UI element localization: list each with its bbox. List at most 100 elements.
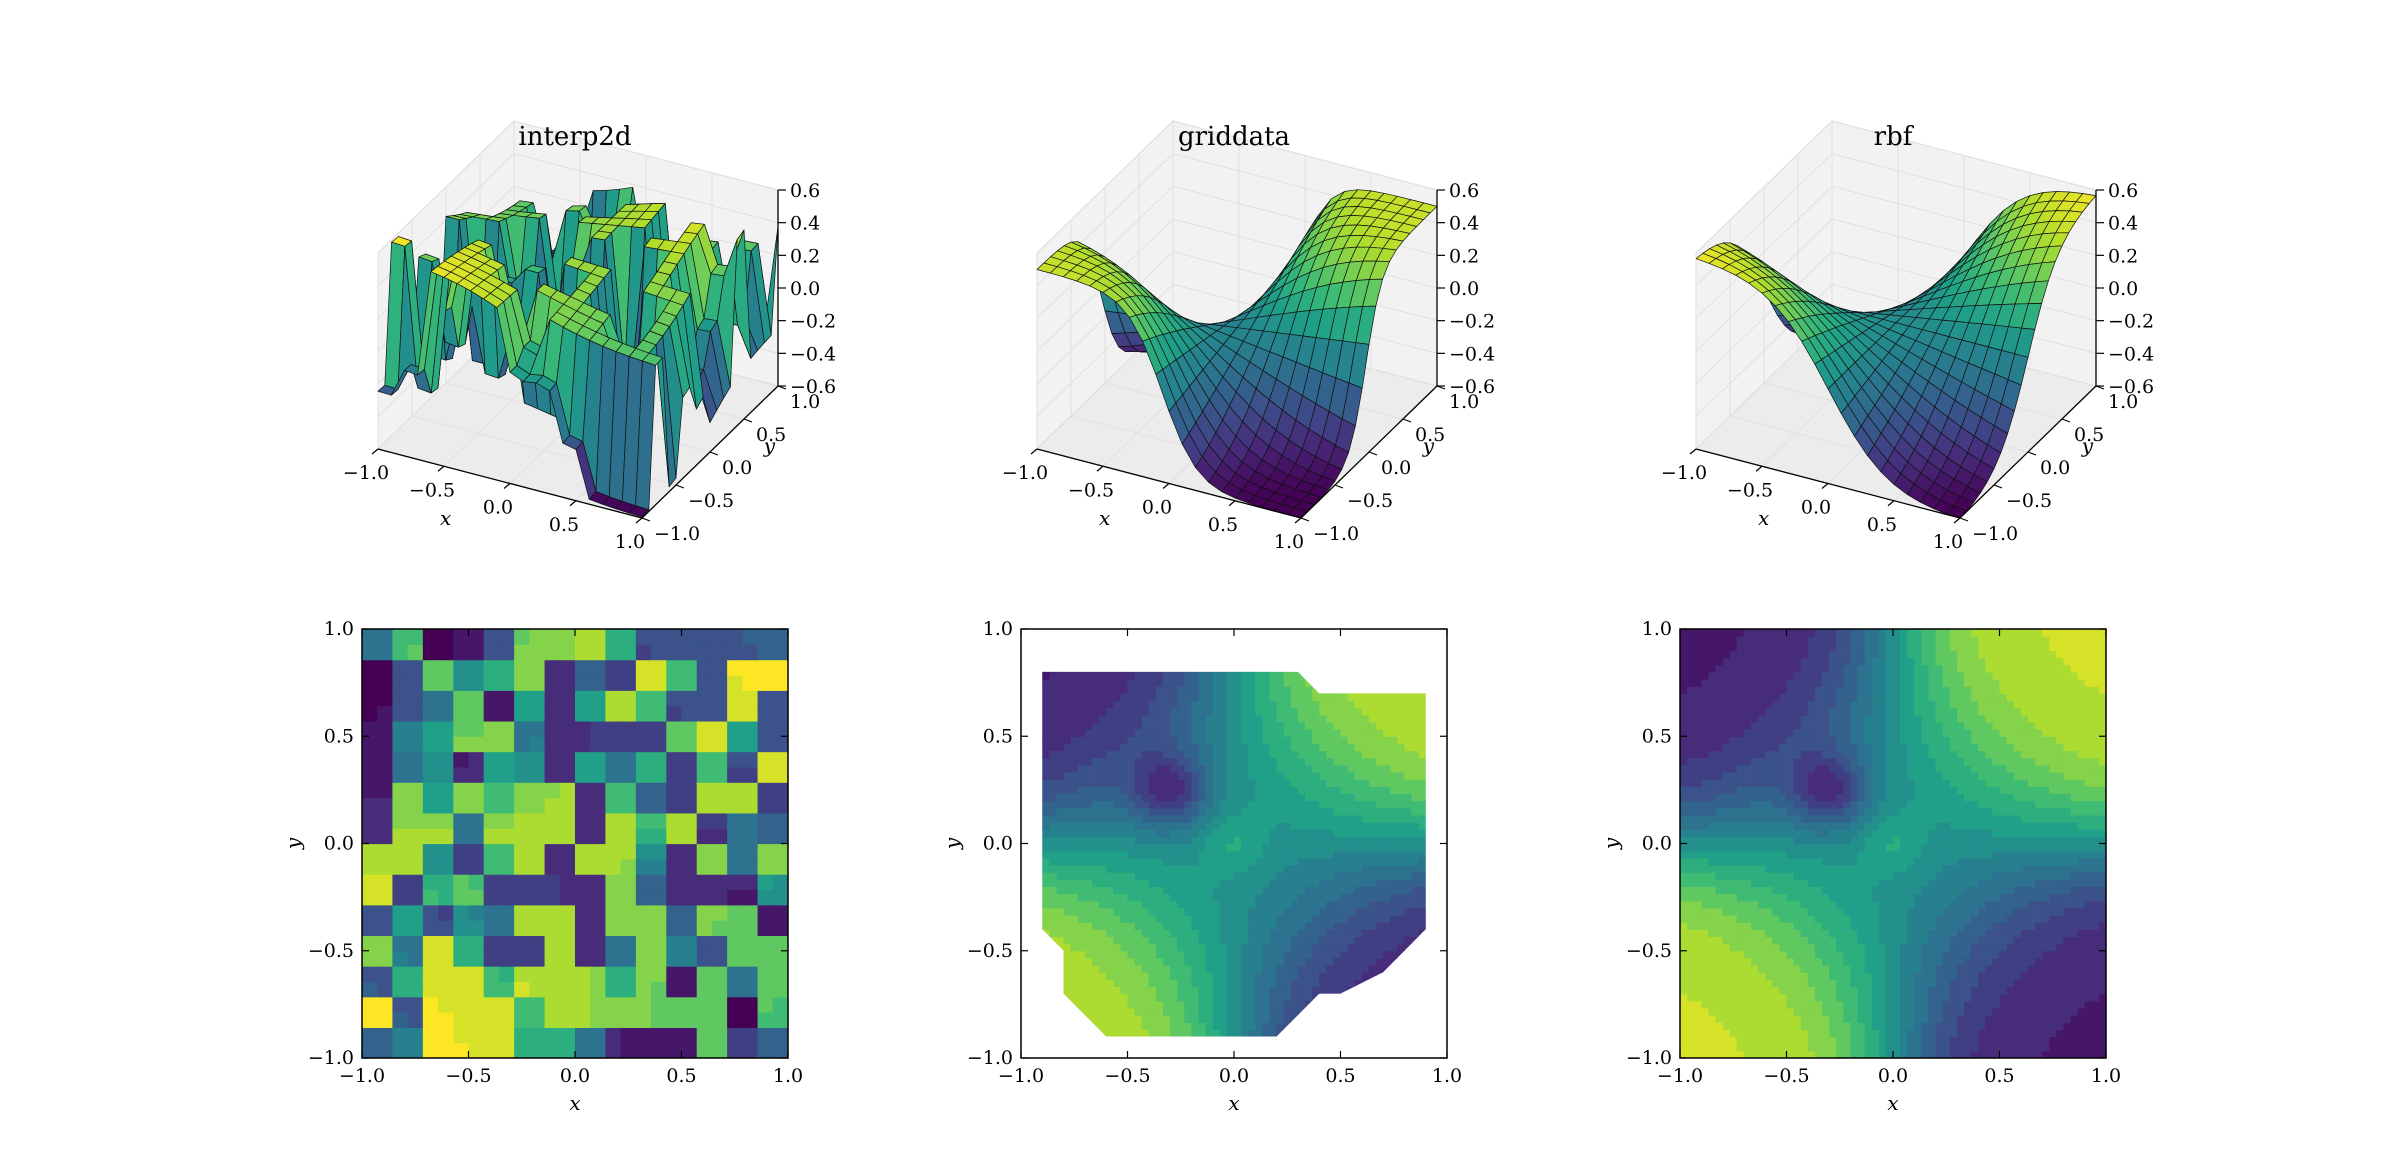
y-tick-label: −1.0 (1972, 523, 2018, 545)
z-tick-label: −0.2 (1449, 311, 1495, 333)
surface-mesh (1695, 191, 2097, 519)
panel-title: griddata (1178, 122, 1290, 152)
surface-panel-2: −1.0−1.0−0.5 −0.50.00.00.50.51.01.0−0.6−0… (1002, 119, 1495, 553)
z-tick-label: −0.6 (2108, 376, 2154, 398)
y-tick-label: −1.0 (967, 1047, 1013, 1069)
z-tick-label: 0.4 (790, 213, 820, 235)
x-tick-label: 0.5 (549, 514, 579, 536)
y-tick-label: 0.5 (1415, 424, 1445, 446)
y-tick-label: −0.5 (2006, 490, 2052, 512)
x-tick-label: 1.0 (615, 531, 645, 553)
y-tick-label: 1.0 (324, 618, 354, 640)
z-tick-label: −0.2 (2108, 311, 2154, 333)
x-tick-label: 0.5 (1325, 1065, 1355, 1087)
y-tick-label: −0.5 (688, 490, 734, 512)
x-tick-label: −0.5 (445, 1065, 491, 1087)
x-tick-label: −1.0 (339, 1065, 385, 1087)
surface-mesh (377, 186, 779, 518)
surface-panel-3: −1.0−1.0−0.5 −0.50.00.00.50.51.01.0−0.6−0… (1661, 119, 2154, 553)
x-tick-label: −0.5 (409, 479, 455, 501)
x-tick-label: 1.0 (1274, 531, 1304, 553)
contour-fill (1680, 629, 2106, 1058)
z-tick-label: −0.4 (1449, 343, 1495, 365)
x-axis-label: x (1228, 1091, 1239, 1115)
y-tick-label: 0.0 (722, 457, 752, 479)
x-tick-label: 0.0 (1142, 497, 1172, 519)
z-tick-label: −0.6 (790, 376, 836, 398)
y-tick-label: 0.0 (1381, 457, 1411, 479)
x-tick-label: 1.0 (2091, 1065, 2121, 1087)
y-axis-label: y (940, 837, 964, 850)
y-tick-label: 1.0 (1449, 391, 1479, 413)
x-tick-label: −1.0 (998, 1065, 1044, 1087)
y-axis-label: y (763, 434, 776, 458)
z-tick-label: 0.6 (790, 180, 820, 202)
y-tick-label: 0.0 (983, 833, 1013, 855)
y-tick-label: 1.0 (2108, 391, 2138, 413)
x-tick-label: −0.5 (1104, 1065, 1150, 1087)
x-tick-label: 1.0 (773, 1065, 803, 1087)
y-axis-label: y (281, 837, 305, 850)
y-tick-label: −0.5 (308, 940, 354, 962)
y-axis-label: y (2081, 434, 2094, 458)
y-tick-label: 0.0 (1642, 833, 1672, 855)
contour-panel-2: −1.0−1.0 −0.5 −0.5 0.0 0.0 0.5 0.5 1.0 1.0 x y (940, 618, 1462, 1115)
x-tick-label: −1.0 (1002, 462, 1048, 484)
y-tick-label: −0.5 (1626, 940, 1672, 962)
y-tick-label: 0.0 (324, 833, 354, 855)
z-tick-label: 0.0 (1449, 278, 1479, 300)
x-tick-label: 0.5 (1867, 514, 1897, 536)
y-tick-label: 0.5 (1642, 725, 1672, 747)
z-tick-label: 0.0 (2108, 278, 2138, 300)
x-axis-label: x (440, 506, 451, 530)
y-tick-label: 0.5 (983, 725, 1013, 747)
x-axis-label: x (569, 1091, 580, 1115)
z-tick-label: 0.0 (790, 278, 820, 300)
x-axis-label: x (1758, 506, 1769, 530)
y-tick-label: 1.0 (983, 618, 1013, 640)
x-tick-label: 0.0 (1878, 1065, 1908, 1087)
panel-title: rbf (1874, 122, 1915, 152)
x-tick-label: 0.0 (1219, 1065, 1249, 1087)
y-tick-label: 0.5 (2074, 424, 2104, 446)
z-tick-label: 0.2 (1449, 245, 1479, 267)
contour-fill (362, 629, 788, 1058)
x-tick-label: −0.5 (1763, 1065, 1809, 1087)
y-tick-label: −0.5 (1347, 490, 1393, 512)
y-tick-label: −0.5 (967, 940, 1013, 962)
z-tick-label: 0.2 (790, 245, 820, 267)
contour-panel-1: −1.0−1.0 −0.5 −0.5 0.0 0.0 0.5 0.5 1.0 1.0 x y (281, 618, 803, 1115)
x-tick-label: 0.0 (1801, 497, 1831, 519)
x-tick-label: −0.5 (1068, 479, 1114, 501)
contour-panel-3: −1.0−1.0 −0.5 −0.5 0.0 0.0 0.5 0.5 1.0 1.0 x y (1599, 618, 2121, 1115)
z-tick-label: 0.6 (2108, 180, 2138, 202)
y-tick-label: 1.0 (1642, 618, 1672, 640)
z-tick-label: −0.4 (790, 343, 836, 365)
surface-panel-1: −1.0−1.0−0.5 −0.50.00.00.50.51.01.0−0.6−0… (343, 119, 836, 553)
y-tick-label: 0.5 (324, 725, 354, 747)
x-tick-label: −0.5 (1727, 479, 1773, 501)
y-axis-label: y (1422, 434, 1435, 458)
x-tick-label: 0.0 (560, 1065, 590, 1087)
x-tick-label: −1.0 (1661, 462, 1707, 484)
x-tick-label: 0.5 (1208, 514, 1238, 536)
y-tick-label: 1.0 (790, 391, 820, 413)
surface-mesh (1036, 189, 1438, 519)
y-tick-label: −1.0 (1313, 523, 1359, 545)
z-tick-label: 0.4 (1449, 213, 1479, 235)
x-tick-label: 0.0 (483, 497, 513, 519)
panel-title: interp2d (518, 122, 631, 152)
z-tick-label: 0.4 (2108, 213, 2138, 235)
z-tick-label: 0.6 (1449, 180, 1479, 202)
x-tick-label: 1.0 (1933, 531, 1963, 553)
y-tick-label: 0.0 (2040, 457, 2070, 479)
y-tick-label: −1.0 (654, 523, 700, 545)
y-tick-label: −1.0 (1626, 1047, 1672, 1069)
contour-fill (1042, 671, 1426, 1037)
y-axis-label: y (1599, 837, 1623, 850)
x-tick-label: −1.0 (1657, 1065, 1703, 1087)
z-tick-label: −0.2 (790, 311, 836, 333)
y-tick-label: 0.5 (756, 424, 786, 446)
x-axis-label: x (1099, 506, 1110, 530)
